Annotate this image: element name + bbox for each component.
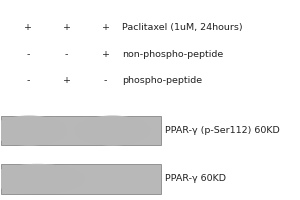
Text: +: + xyxy=(24,23,32,32)
Ellipse shape xyxy=(2,120,56,141)
Text: +: + xyxy=(63,23,71,32)
Text: PPAR-γ (p-Ser112) 60KD: PPAR-γ (p-Ser112) 60KD xyxy=(165,126,280,135)
Text: -: - xyxy=(26,76,29,85)
Ellipse shape xyxy=(75,115,150,146)
Text: -: - xyxy=(104,76,107,85)
Text: Paclitaxel (1uM, 24hours): Paclitaxel (1uM, 24hours) xyxy=(122,23,243,32)
Ellipse shape xyxy=(90,122,135,139)
Ellipse shape xyxy=(0,166,76,191)
Ellipse shape xyxy=(88,121,137,140)
Ellipse shape xyxy=(7,169,68,189)
Bar xyxy=(2,164,161,194)
Ellipse shape xyxy=(0,118,60,143)
Ellipse shape xyxy=(84,119,141,142)
Ellipse shape xyxy=(2,167,74,190)
Ellipse shape xyxy=(10,170,65,188)
Ellipse shape xyxy=(0,117,62,144)
Ellipse shape xyxy=(0,119,58,142)
Ellipse shape xyxy=(0,164,85,194)
Text: phospho-peptide: phospho-peptide xyxy=(122,76,202,85)
Text: -: - xyxy=(65,50,68,59)
Text: non-phospho-peptide: non-phospho-peptide xyxy=(122,50,224,59)
Text: +: + xyxy=(102,23,110,32)
Ellipse shape xyxy=(5,121,54,140)
Text: PPAR-γ 60KD: PPAR-γ 60KD xyxy=(165,174,226,183)
Ellipse shape xyxy=(0,116,65,145)
Ellipse shape xyxy=(81,118,144,143)
Ellipse shape xyxy=(0,166,79,192)
Text: +: + xyxy=(63,76,71,85)
Ellipse shape xyxy=(77,116,148,145)
Ellipse shape xyxy=(86,120,139,141)
Ellipse shape xyxy=(0,115,67,146)
Text: +: + xyxy=(102,50,110,59)
Bar xyxy=(2,116,161,145)
Ellipse shape xyxy=(4,168,71,190)
Text: -: - xyxy=(26,50,29,59)
Ellipse shape xyxy=(7,122,51,139)
Ellipse shape xyxy=(0,165,82,193)
Ellipse shape xyxy=(79,117,146,144)
